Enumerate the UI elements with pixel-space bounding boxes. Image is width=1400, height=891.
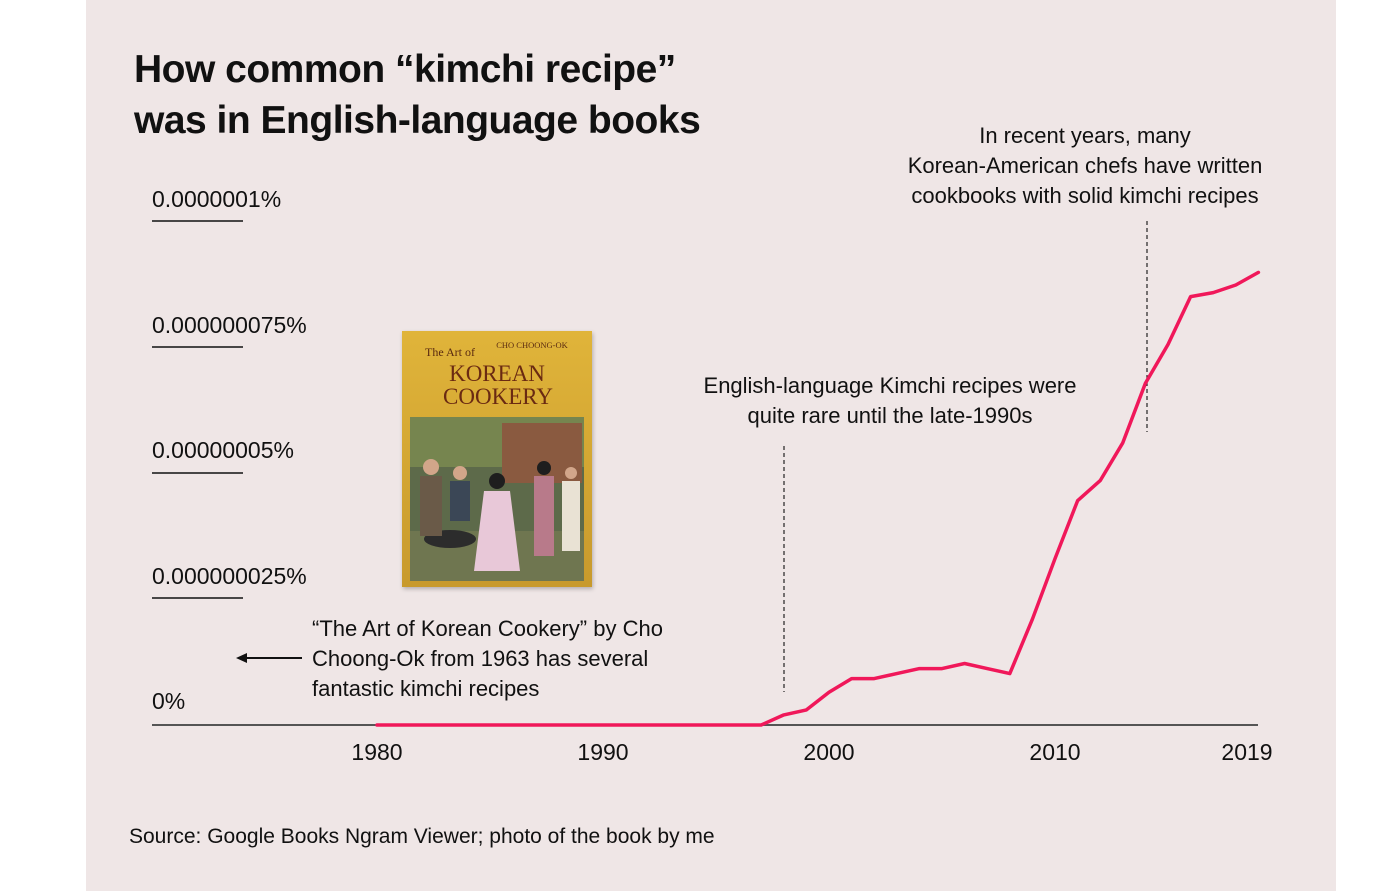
book-photo-head-1 <box>423 459 439 475</box>
annotation-recent-line-2: Korean-American chefs have written <box>907 153 1263 178</box>
book-prefix-text: The Art of <box>425 345 475 359</box>
x-tick-label-2019: 2019 <box>1221 739 1272 765</box>
book-author-text: CHO CHOONG-OK <box>496 340 568 350</box>
book-photo-person-4 <box>534 476 554 556</box>
chart-title: How common “kimchi recipe” was in Englis… <box>134 44 701 146</box>
y-tick-label-0-000000075: 0.000000075% <box>152 312 307 338</box>
annotation-recent-line-1: In recent years, many <box>979 123 1191 148</box>
book-photo-hanbok <box>474 491 520 571</box>
book-photo-head-5 <box>565 467 577 479</box>
series-line-kimchi-recipe <box>375 270 1261 727</box>
y-tick-label-0: 0% <box>152 688 186 714</box>
title-line-2: was in English-language books <box>134 99 701 142</box>
annotation-book-line-3: fantastic kimchi recipes <box>312 676 540 701</box>
book-title-line-2: COOKERY <box>443 384 553 409</box>
x-tick-label-1980: 1980 <box>351 739 402 765</box>
book-photo-head-4 <box>537 461 551 475</box>
source-note: Source: Google Books Ngram Viewer; photo… <box>129 825 715 848</box>
annotation-art-of-korean-cookery: “The Art of Korean Cookery” by Cho Choon… <box>312 614 742 704</box>
annotation-rare-until-1990s: English-language Kimchi recipes were qui… <box>650 371 1130 431</box>
book-title-line-1: KOREAN <box>449 361 545 386</box>
book-photo-person-2 <box>450 481 470 521</box>
title-line-1: How common “kimchi recipe” <box>134 48 676 91</box>
book-cover-illustration: CHO CHOONG-OK The Art of KOREAN COOKERY <box>402 331 592 587</box>
annotation-rare-line-2: quite rare until the late-1990s <box>747 403 1033 428</box>
y-tick-label-0-0000001: 0.0000001% <box>152 186 282 212</box>
y-tick-label-0-000000025: 0.000000025% <box>152 563 307 589</box>
chart-panel <box>86 0 1336 891</box>
x-tick-label-2000: 2000 <box>803 739 854 765</box>
y-tick-label-0-00000005: 0.00000005% <box>152 437 294 463</box>
annotation-recent-line-3: cookbooks with solid kimchi recipes <box>911 183 1259 208</box>
x-tick-label-2010: 2010 <box>1029 739 1080 765</box>
book-cover-photo: CHO CHOONG-OK The Art of KOREAN COOKERY <box>402 331 592 587</box>
book-photo-head-2 <box>453 466 467 480</box>
arrow-left-icon <box>236 653 247 663</box>
book-photo-head-3 <box>489 473 505 489</box>
book-photo-person-5 <box>562 481 580 551</box>
annotation-book-line-2: Choong-Ok from 1963 has several <box>312 646 649 671</box>
annotation-book-line-1: “The Art of Korean Cookery” by Cho <box>312 616 663 641</box>
book-photo-person-1 <box>420 476 442 536</box>
x-tick-label-1990: 1990 <box>577 739 628 765</box>
annotation-recent-years: In recent years, many Korean-American ch… <box>860 121 1310 211</box>
annotation-rare-line-1: English-language Kimchi recipes were <box>703 373 1077 398</box>
